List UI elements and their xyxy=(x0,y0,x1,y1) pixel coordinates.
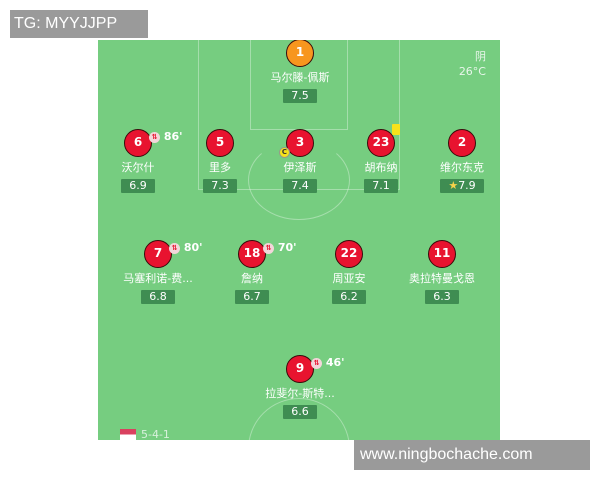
number-text: 5 xyxy=(215,135,225,149)
player-name: 拉斐尔-斯特... xyxy=(265,387,335,400)
player-rating: ★7.9 xyxy=(440,179,484,193)
watermark-top: TG: MYYJJPP xyxy=(10,10,148,38)
rating-value: 6.8 xyxy=(149,290,167,303)
team-flag xyxy=(120,429,136,440)
penalty-arc xyxy=(248,140,350,220)
sub-minute: 86' xyxy=(163,130,183,143)
player-rating: 7.3 xyxy=(203,179,237,193)
substitution-icon: ⇅ xyxy=(149,131,160,143)
player-name: 维尔东克 xyxy=(440,161,484,174)
rating-value: 7.5 xyxy=(291,89,309,102)
player-name: 詹纳 xyxy=(241,272,263,285)
player-6[interactable]: 6 ⇅ 86' 沃尔什 6.9 xyxy=(98,129,193,193)
player-number: 22 xyxy=(335,240,363,268)
number-text: 9 xyxy=(295,361,305,375)
player-number: 2 xyxy=(448,129,476,157)
player-1[interactable]: 1 马尔滕-佩斯 7.5 xyxy=(245,40,355,103)
player-number: 23 xyxy=(367,124,400,157)
player-number: 11 xyxy=(428,240,456,268)
player-name: 马塞利诺-费... xyxy=(123,272,193,285)
player-rating: 7.1 xyxy=(364,179,398,193)
rating-value: 6.3 xyxy=(433,290,451,303)
player-number: 1 xyxy=(286,40,314,67)
rating-value: 7.4 xyxy=(291,179,309,192)
player-22[interactable]: 22 周亚安 6.2 xyxy=(294,240,404,304)
substitution-icon: ⇅ xyxy=(263,242,274,254)
number-text: 6 xyxy=(133,135,143,149)
substitution-indicator: ⇅ 86' xyxy=(149,124,183,149)
player-name: 沃尔什 xyxy=(121,161,155,174)
player-2[interactable]: 2 维尔东克 ★7.9 xyxy=(407,129,500,193)
player-name: 里多 xyxy=(209,161,231,174)
player-name: 周亚安 xyxy=(332,272,366,285)
player-23[interactable]: 23 胡布纳 7.1 xyxy=(326,124,436,193)
number-text: 18 xyxy=(243,246,261,260)
substitution-icon: ⇅ xyxy=(169,242,180,254)
number-text: 22 xyxy=(340,246,358,260)
rating-value: 7.1 xyxy=(372,179,390,192)
player-18[interactable]: 18 ⇅ 70' 詹纳 6.7 xyxy=(197,240,307,304)
sub-minute: 46' xyxy=(325,356,345,369)
player-rating: 6.3 xyxy=(425,290,459,304)
rating-value: 7.3 xyxy=(211,179,229,192)
weather-temperature: 26°C xyxy=(458,65,486,78)
rating-value: 6.9 xyxy=(129,179,147,192)
player-number: 9 ⇅ 46' xyxy=(286,355,345,383)
rating-value: 7.9 xyxy=(458,179,476,192)
player-9[interactable]: 9 ⇅ 46' 拉斐尔-斯特... 6.6 xyxy=(245,355,355,419)
rating-value: 6.6 xyxy=(291,405,309,418)
player-rating: 6.2 xyxy=(332,290,366,304)
player-name: 马尔滕-佩斯 xyxy=(270,71,330,84)
player-number: 6 ⇅ 86' xyxy=(124,129,183,157)
substitution-indicator: ⇅ 46' xyxy=(311,350,345,375)
player-rating: 6.6 xyxy=(283,405,317,419)
number-text: 3 xyxy=(295,135,305,149)
number-text: 1 xyxy=(295,45,305,59)
weather-condition: 阴 xyxy=(475,50,486,63)
player-name: 奥拉特曼戈恩 xyxy=(409,272,475,285)
player-rating: 6.7 xyxy=(235,290,269,304)
substitution-icon: ⇅ xyxy=(311,357,322,369)
player-rating: 7.4 xyxy=(283,179,317,193)
number-text: 7 xyxy=(153,246,163,260)
player-rating: 6.8 xyxy=(141,290,175,304)
yellow-card-icon xyxy=(392,124,400,135)
number-text: 23 xyxy=(372,135,390,149)
substitution-indicator: ⇅ 70' xyxy=(263,235,297,260)
player-number: 5 xyxy=(206,129,234,157)
player-number: 7 ⇅ 80' xyxy=(144,240,203,268)
sub-minute: 80' xyxy=(183,241,203,254)
player-5[interactable]: 5 里多 7.3 xyxy=(165,129,275,193)
rating-value: 6.2 xyxy=(340,290,358,303)
captain-badge: C xyxy=(279,147,290,158)
star-icon: ★ xyxy=(448,179,459,192)
sub-minute: 70' xyxy=(277,241,297,254)
player-rating: 6.9 xyxy=(121,179,155,193)
player-number: 18 ⇅ 70' xyxy=(238,240,297,268)
player-7[interactable]: 7 ⇅ 80' 马塞利诺-费... 6.8 xyxy=(103,240,213,304)
watermark-bottom: www.ningbochache.com xyxy=(354,440,590,470)
substitution-indicator: ⇅ 80' xyxy=(169,235,203,260)
player-name: 胡布纳 xyxy=(364,161,398,174)
number-text: 2 xyxy=(457,135,467,149)
formation: 5-4-1 xyxy=(141,428,170,440)
player-11[interactable]: 11 奥拉特曼戈恩 6.3 xyxy=(387,240,497,304)
pitch: 阴 26°C 5-4-1 1 马尔滕-佩斯 7.5 6 ⇅ 86' 沃尔什 6.9 5… xyxy=(98,40,500,440)
player-rating: 7.5 xyxy=(283,89,317,103)
player-name: 伊泽斯 xyxy=(283,161,317,174)
rating-value: 6.7 xyxy=(243,290,261,303)
number-text: 11 xyxy=(433,246,451,260)
